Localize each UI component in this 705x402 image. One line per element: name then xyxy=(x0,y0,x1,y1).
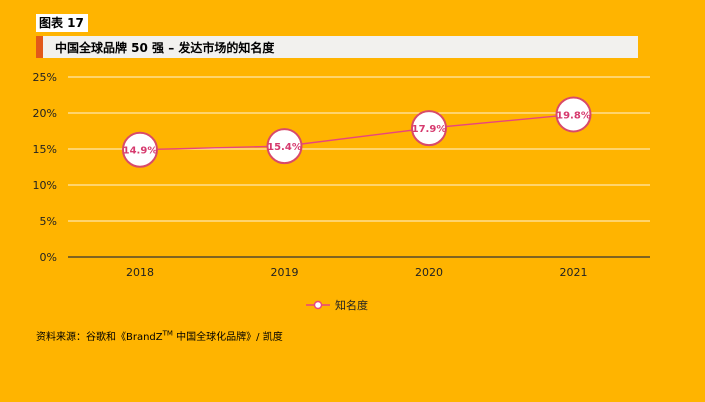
source-note: 资料来源：谷歌和《BrandZTM 中国全球化品牌》/ 凯度 xyxy=(36,328,283,343)
series-line: 14.9% 15.4% 17.9% 19.8% xyxy=(122,96,592,168)
data-label: 17.9% xyxy=(412,124,447,135)
x-tick-label: 2019 xyxy=(271,266,299,279)
data-label: 14.9% xyxy=(123,146,158,157)
x-axis: 2018 2019 2020 2021 xyxy=(68,256,650,279)
y-tick-label: 5% xyxy=(40,215,57,228)
legend-marker xyxy=(313,300,323,310)
y-tick-label: 0% xyxy=(40,251,57,264)
x-tick-label: 2018 xyxy=(126,266,154,279)
data-point xyxy=(122,131,158,168)
source-prefix: 资料来源：谷歌和《BrandZ xyxy=(36,332,163,343)
data-point xyxy=(411,110,447,147)
data-label: 15.4% xyxy=(267,142,302,153)
legend: 知名度 xyxy=(306,298,368,312)
chart-title: 中国全球品牌 50 强 – 发达市场的知名度 xyxy=(55,41,275,55)
x-tick-label: 2020 xyxy=(415,266,443,279)
data-point xyxy=(266,128,303,165)
series-path xyxy=(139,113,574,151)
y-axis: 0% 5% 10% 15% 20% 25% xyxy=(33,71,57,264)
chart-title-bar: 中国全球品牌 50 强 – 发达市场的知名度 xyxy=(36,36,638,58)
figure-label: 图表 17 xyxy=(36,14,88,32)
source-trademark: TM xyxy=(162,329,173,338)
x-tick-label: 2021 xyxy=(560,266,588,279)
y-tick-label: 15% xyxy=(33,143,57,156)
data-label: 19.8% xyxy=(556,110,591,121)
y-tick-label: 20% xyxy=(33,107,57,120)
source-suffix: 中国全球化品牌》/ 凯度 xyxy=(172,332,283,343)
y-tick-label: 25% xyxy=(33,71,57,84)
y-tick-label: 10% xyxy=(33,179,57,192)
legend-label: 知名度 xyxy=(335,298,368,312)
data-point xyxy=(555,96,592,133)
